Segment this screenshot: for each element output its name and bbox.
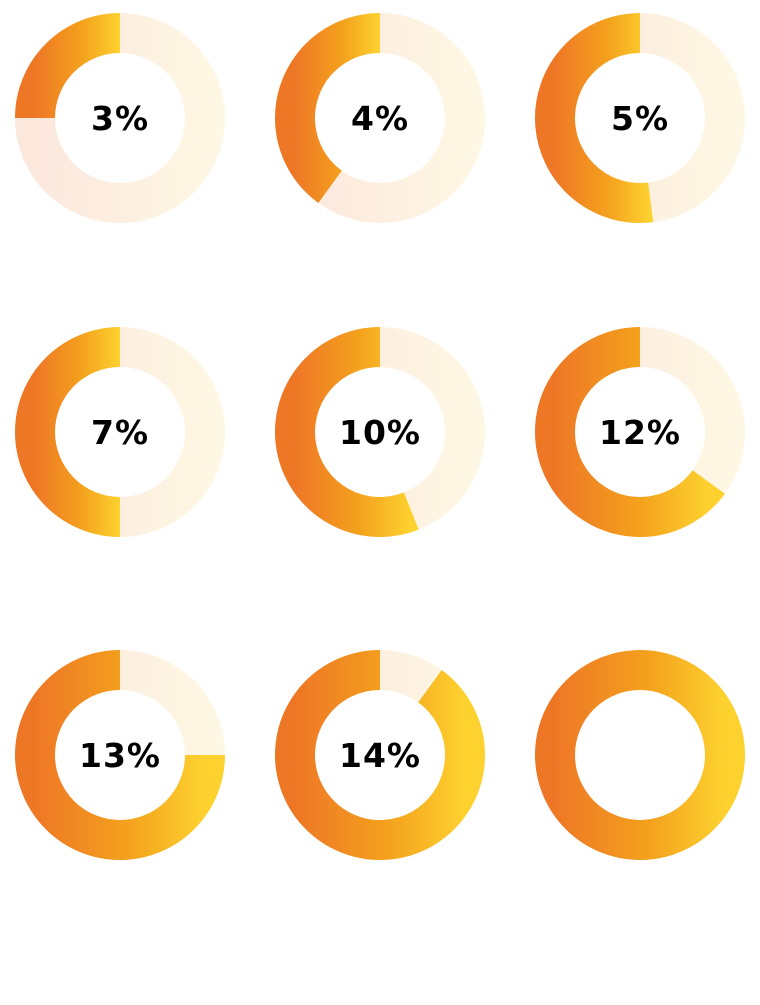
gauge-fill-arc (535, 327, 725, 537)
gauge-fill-arc (15, 327, 121, 537)
gauge-fill-arc (275, 13, 381, 203)
donut-gauge-5: 10% (275, 327, 485, 537)
gauge-value-label: 12% (599, 413, 681, 452)
gauge-value-label: 7% (91, 413, 149, 452)
gauge-value-label: 13% (79, 736, 161, 775)
donut-gauge-6: 12% (535, 327, 745, 537)
donut-gauge-1: 3% (15, 13, 225, 223)
donut-gauge-2: 4% (275, 13, 485, 223)
gauge-value-label: 10% (339, 413, 421, 452)
donut-gauge-3: 5% (535, 13, 745, 223)
gauge-value-label: 4% (351, 99, 409, 138)
donut-gauge-8: 14% (275, 650, 485, 860)
gauge-value-label: 5% (611, 99, 669, 138)
donut-gauge-9 (535, 650, 745, 860)
gauge-fill-arc (535, 650, 745, 860)
gauge-fill-arc (275, 650, 485, 860)
gauge-value-label: 14% (339, 736, 421, 775)
gauge-value-label: 3% (91, 99, 149, 138)
donut-gauge-4: 7% (15, 327, 225, 537)
gauge-fill-arc (15, 650, 225, 860)
gauge-fill-arc (15, 13, 121, 119)
gauge-fill-arc (535, 13, 654, 223)
donut-gauge-7: 13% (15, 650, 225, 860)
gauge-fill-arc (275, 327, 419, 537)
